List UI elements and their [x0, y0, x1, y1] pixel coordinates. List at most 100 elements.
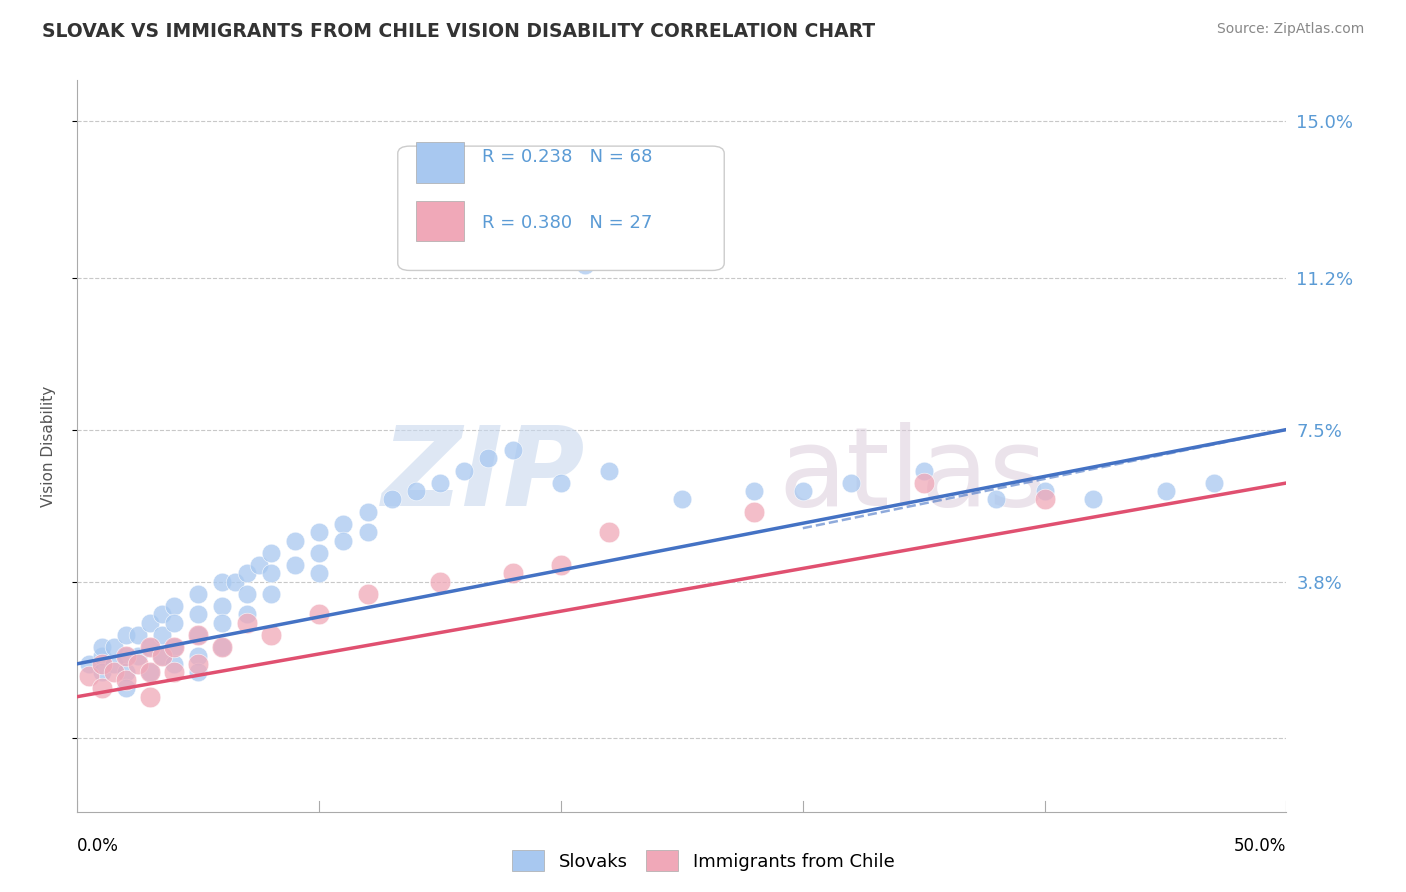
Point — [211, 574, 233, 589]
Point — [127, 657, 149, 671]
Point — [187, 665, 209, 679]
Point — [211, 599, 233, 614]
Point — [1154, 484, 1177, 499]
Point — [114, 673, 136, 688]
Point — [792, 484, 814, 499]
Point — [114, 648, 136, 663]
Text: 50.0%: 50.0% — [1234, 837, 1286, 855]
Text: 0.0%: 0.0% — [77, 837, 120, 855]
Point — [187, 607, 209, 622]
Point — [127, 628, 149, 642]
Point — [284, 558, 307, 573]
Point — [187, 628, 209, 642]
Point — [598, 525, 620, 540]
Point — [260, 628, 283, 642]
Point — [356, 505, 378, 519]
Point — [103, 640, 125, 655]
Point — [139, 640, 162, 655]
Y-axis label: Vision Disability: Vision Disability — [42, 385, 56, 507]
Point — [139, 665, 162, 679]
Bar — [416, 201, 464, 241]
Point — [211, 640, 233, 655]
Point — [308, 566, 330, 581]
Point — [187, 587, 209, 601]
Point — [744, 484, 766, 499]
Point — [114, 628, 136, 642]
Point — [150, 648, 173, 663]
Point — [235, 607, 257, 622]
Point — [114, 648, 136, 663]
Point — [103, 665, 125, 679]
Point — [187, 657, 209, 671]
Point — [744, 505, 766, 519]
Point — [671, 492, 693, 507]
Point — [163, 640, 186, 655]
Point — [139, 665, 162, 679]
Point — [235, 615, 257, 630]
Point — [139, 615, 162, 630]
Point — [912, 475, 935, 490]
Point — [139, 690, 162, 704]
Point — [247, 558, 270, 573]
Point — [224, 574, 246, 589]
Point — [163, 599, 186, 614]
Point — [308, 546, 330, 560]
Point — [405, 484, 427, 499]
Point — [550, 558, 572, 573]
Point — [260, 587, 283, 601]
Point — [79, 657, 101, 671]
Point — [150, 628, 173, 642]
Point — [598, 464, 620, 478]
Point — [526, 204, 548, 219]
Point — [356, 525, 378, 540]
Point — [986, 492, 1008, 507]
Text: Source: ZipAtlas.com: Source: ZipAtlas.com — [1216, 22, 1364, 37]
Text: ZIP: ZIP — [381, 422, 585, 529]
Point — [429, 574, 451, 589]
Bar — [416, 143, 464, 183]
Point — [127, 648, 149, 663]
Point — [260, 546, 283, 560]
Point — [114, 681, 136, 696]
Point — [284, 533, 307, 548]
Point — [912, 464, 935, 478]
Point — [477, 451, 499, 466]
Legend: Slovaks, Immigrants from Chile: Slovaks, Immigrants from Chile — [505, 843, 901, 879]
Point — [356, 587, 378, 601]
Point — [90, 681, 112, 696]
Text: R = 0.380   N = 27: R = 0.380 N = 27 — [482, 214, 652, 232]
Point — [163, 615, 186, 630]
Point — [1033, 484, 1056, 499]
Point — [453, 464, 475, 478]
Text: R = 0.238   N = 68: R = 0.238 N = 68 — [482, 148, 652, 166]
Point — [550, 475, 572, 490]
Point — [187, 648, 209, 663]
Text: atlas: atlas — [779, 422, 1047, 529]
Point — [308, 525, 330, 540]
Point — [211, 615, 233, 630]
Point — [260, 566, 283, 581]
Point — [502, 566, 524, 581]
Point — [211, 640, 233, 655]
Point — [150, 607, 173, 622]
Point — [235, 587, 257, 601]
Point — [163, 665, 186, 679]
Point — [1202, 475, 1225, 490]
Point — [332, 517, 354, 532]
Point — [381, 492, 404, 507]
Text: SLOVAK VS IMMIGRANTS FROM CHILE VISION DISABILITY CORRELATION CHART: SLOVAK VS IMMIGRANTS FROM CHILE VISION D… — [42, 22, 876, 41]
Point — [90, 648, 112, 663]
Point — [1081, 492, 1104, 507]
FancyBboxPatch shape — [398, 146, 724, 270]
Point — [79, 669, 101, 683]
Point — [235, 566, 257, 581]
Point — [90, 657, 112, 671]
Point — [574, 258, 596, 272]
Point — [1033, 492, 1056, 507]
Point — [114, 665, 136, 679]
Point — [332, 533, 354, 548]
Point — [139, 640, 162, 655]
Point — [150, 648, 173, 663]
Point — [90, 665, 112, 679]
Point — [163, 657, 186, 671]
